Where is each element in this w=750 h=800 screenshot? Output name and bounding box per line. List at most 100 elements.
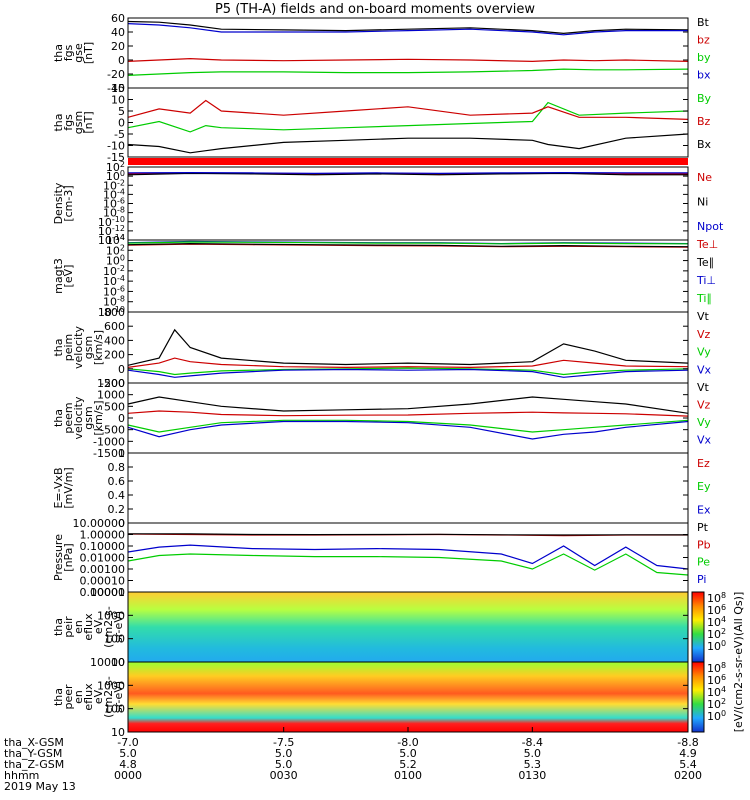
y-tick-label: 10000	[90, 656, 125, 669]
panel-ylabel: sr-eV)	[112, 681, 125, 713]
legend-label-Npot: Npot	[697, 220, 724, 233]
panel-ylabel: [nT]	[82, 111, 95, 133]
legend-label-Ne: Ne	[697, 171, 712, 184]
panel-frame	[127, 166, 689, 241]
panel-ylabel: (cm2-s-	[102, 606, 115, 648]
x-row-value: 0000	[114, 769, 142, 782]
y-tick-label: 0.2	[108, 503, 126, 516]
x-row-label: hhmm	[4, 769, 39, 782]
y-tick-label: -20	[107, 68, 125, 81]
panel-ylabel: fgs	[62, 114, 75, 131]
panel-frame	[127, 87, 689, 158]
series-line-by	[127, 68, 689, 76]
series-line-Te∥	[127, 242, 689, 248]
y-tick-label: 1	[118, 447, 125, 460]
panel-ylabel: gsm	[82, 336, 95, 359]
panel-frame	[127, 311, 689, 384]
x-tick-label: -7.5	[273, 736, 294, 749]
colorbar-tick: 100	[707, 709, 726, 723]
y-tick-label: 0	[118, 54, 125, 67]
y-tick-label: 800	[104, 306, 125, 319]
y-tick-label: 0.8	[108, 461, 126, 474]
y-tick-label: 0.00100	[80, 563, 126, 576]
panel-ylabel: en	[72, 620, 85, 634]
x-row-label: tha_X-GSM	[4, 736, 64, 749]
y-tick-label: 1000	[97, 679, 125, 692]
y-tick-label: 600	[104, 320, 125, 333]
series-line-bz	[127, 57, 689, 63]
legend-label-Pi: Pi	[697, 573, 706, 586]
chart-title: P5 (TH-A) fields and on-board moments ov…	[214, 2, 536, 17]
legend-label-Ti⊥: Ti⊥	[696, 274, 716, 287]
series-line-Bx	[127, 133, 689, 154]
y-tick-label: 100	[104, 703, 125, 716]
panel-frame	[127, 239, 689, 313]
y-tick-label: 0	[118, 517, 125, 530]
series-line-Ti∥	[127, 241, 689, 245]
y-tick-label: 20	[111, 40, 125, 53]
y-tick-label: -10	[107, 140, 125, 153]
x-row-value: 0100	[394, 769, 422, 782]
x-row-value: 5.0	[275, 758, 293, 771]
y-tick-label: -500	[100, 424, 125, 437]
panel-ylabel: tha	[52, 338, 65, 356]
legend-label-bz: bz	[697, 34, 710, 47]
y-tick-label: 1000	[97, 609, 125, 622]
y-tick-label: -40	[107, 82, 125, 95]
y-tick-label: 104	[106, 233, 125, 247]
y-tick-label: 400	[104, 334, 125, 347]
y-tick-label: 1500	[97, 377, 125, 390]
series-line-Pe	[127, 553, 689, 576]
panel-ylabel: sr-eV)	[112, 611, 125, 643]
panel-ylabel: peer	[62, 684, 75, 710]
y-tick-label: 0.00010	[80, 575, 126, 588]
panel-ylabel: eflux	[82, 683, 95, 711]
y-tick-label: -200	[100, 377, 125, 390]
x-date: 2019 May 13	[4, 780, 76, 793]
legend-label-Pe: Pe	[697, 556, 710, 569]
y-tick-label: 40	[111, 26, 125, 39]
y-tick-label: 10.00000	[73, 517, 126, 530]
y-tick-label: 0.01000	[80, 552, 126, 565]
legend-label-Pt: Pt	[697, 521, 709, 534]
x-tick-label: -8.8	[677, 736, 698, 749]
legend-label-Ey: Ey	[697, 480, 711, 493]
panel-ylabel: eV	[92, 689, 105, 704]
y-tick-label: 102	[106, 243, 125, 257]
legend-label-Te⊥: Te⊥	[696, 238, 718, 251]
series-line-Pt	[127, 533, 689, 536]
panel-ylabel: E=-VxB	[52, 467, 65, 508]
y-tick-label: 10-2	[103, 264, 125, 278]
y-tick-label: 10	[111, 656, 125, 669]
y-tick-label: 10-6	[103, 284, 125, 298]
series-line-Vx	[127, 368, 689, 378]
legend-label-Vx: Vx	[697, 434, 712, 447]
y-tick-label: 10-10	[98, 305, 125, 319]
series-line-Ni	[127, 172, 688, 176]
y-tick-label: 0.00001	[80, 586, 126, 599]
y-tick-label: 10-10	[98, 215, 125, 229]
y-tick-label: 1000	[97, 389, 125, 402]
x-row-value: 5.0	[275, 747, 293, 760]
series-line-Vz	[127, 410, 689, 417]
colorbar-electron	[691, 661, 705, 733]
legend-label-Bz: Bz	[697, 115, 711, 128]
x-row-value: 5.3	[524, 758, 542, 771]
x-row-value: 5.0	[399, 747, 417, 760]
x-row-value: 5.0	[119, 747, 137, 760]
legend-label-Vz: Vz	[697, 328, 711, 341]
legend-label-Bx: Bx	[697, 138, 712, 151]
panel-ylabel: eflux	[82, 613, 95, 641]
panel-ylabel: magt3	[52, 258, 65, 294]
legend-label-Bt: Bt	[697, 16, 710, 29]
y-tick-label: 0.6	[108, 475, 126, 488]
panel-ylabel: peir	[62, 616, 75, 638]
series-line-Vy	[127, 419, 689, 433]
panel-ylabel: [cm-3]	[62, 185, 75, 221]
panel-frame	[127, 452, 689, 524]
legend-label-By: By	[697, 92, 712, 105]
panel-ylabel: tha	[52, 688, 65, 706]
x-row-value: 5.4	[679, 758, 697, 771]
y-tick-label: 10-8	[103, 206, 125, 220]
